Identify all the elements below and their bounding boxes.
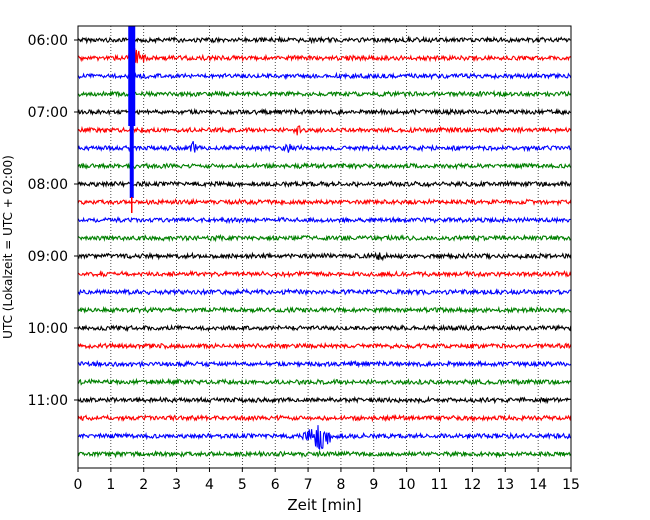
seismic-trace xyxy=(77,141,572,153)
seismic-trace xyxy=(77,47,572,64)
seismic-traces xyxy=(77,26,572,459)
plot-frame xyxy=(77,25,572,469)
y-tick-label: 07:00 xyxy=(28,105,68,121)
y-tick-label: 08:00 xyxy=(28,177,68,193)
seismic-trace xyxy=(77,71,572,81)
seismic-trace xyxy=(77,161,572,171)
seismic-trace xyxy=(77,251,572,262)
seismic-trace xyxy=(77,305,571,315)
x-tick-label: 14 xyxy=(529,477,547,493)
x-tick-label: 7 xyxy=(304,477,313,493)
seismic-trace xyxy=(77,197,572,207)
x-tick-label: 6 xyxy=(271,477,280,493)
x-tick-label: 13 xyxy=(496,477,514,493)
x-tick-label: 15 xyxy=(562,477,580,493)
x-tick-label: 1 xyxy=(106,477,115,493)
x-tick-label: 2 xyxy=(139,477,148,493)
event-spike xyxy=(128,26,136,126)
x-tick-label: 11 xyxy=(431,477,449,493)
seismic-trace xyxy=(77,125,572,136)
seismic-trace xyxy=(77,413,572,423)
seismic-trace xyxy=(77,287,572,297)
x-tick-label: 5 xyxy=(238,477,247,493)
x-tick-label: 4 xyxy=(205,477,214,493)
y-tick-label: 10:00 xyxy=(28,321,68,337)
x-axis: 0 1 2 3 4 5 6 7 8 9 10 11 12 13 14 15 xyxy=(74,468,580,493)
seismic-trace xyxy=(77,395,571,405)
y-tick-label: 06:00 xyxy=(28,33,68,49)
x-tick-label: 10 xyxy=(398,477,416,493)
x-tick-label: 9 xyxy=(369,477,378,493)
seismic-trace xyxy=(77,107,572,117)
seismic-trace xyxy=(77,377,572,387)
seismic-trace xyxy=(77,179,572,189)
x-tick-label: 12 xyxy=(463,477,481,493)
x-tick-label: 8 xyxy=(336,477,345,493)
seismic-trace xyxy=(77,35,571,45)
seismic-trace xyxy=(77,323,572,333)
seismic-trace xyxy=(77,425,572,451)
y-axis-title: UTC (Lokalzeit = UTC + 02:00) xyxy=(1,155,15,339)
seismic-trace xyxy=(77,359,572,369)
x-tick-label: 3 xyxy=(172,477,181,493)
y-tick-label: 09:00 xyxy=(28,249,68,265)
x-tick-label: 0 xyxy=(74,477,83,493)
event-spike-tail xyxy=(129,120,134,198)
seismic-trace xyxy=(77,269,572,279)
x-axis-title: Zeit [min] xyxy=(287,496,361,514)
seismic-trace xyxy=(77,233,572,243)
y-tick-label: 11:00 xyxy=(28,393,68,409)
seismic-trace xyxy=(77,215,571,225)
seismic-trace xyxy=(77,341,572,351)
seismic-trace xyxy=(77,89,572,99)
seismic-trace xyxy=(77,449,572,459)
y-axis: 06:00 07:00 08:00 09:00 10:00 11:00 xyxy=(28,33,78,409)
